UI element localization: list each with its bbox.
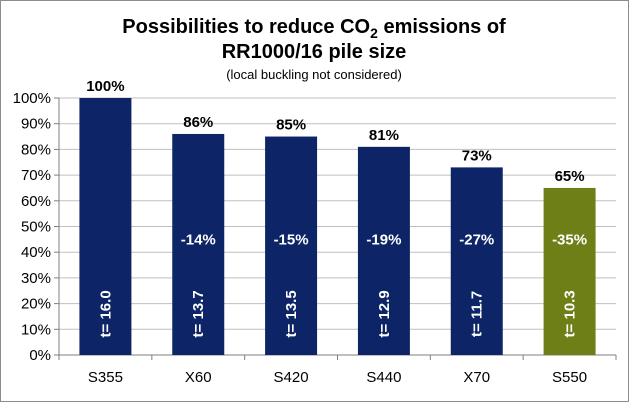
y-tick-label: 40% bbox=[21, 244, 51, 261]
thickness-label: t= 13.7 bbox=[190, 290, 207, 337]
title-prefix: Possibilities to reduce CO bbox=[122, 16, 370, 38]
value-label: 86% bbox=[183, 114, 213, 131]
y-tick-label: 0% bbox=[29, 347, 51, 364]
x-axis-categories: S355 X60 S420 S440 X70 S550 bbox=[88, 369, 587, 386]
chart-title-line2: RR1000/16 pile size bbox=[222, 41, 407, 63]
thickness-label: t= 12.9 bbox=[376, 290, 393, 337]
y-tick-label: 20% bbox=[21, 296, 51, 313]
bar-x70 bbox=[450, 167, 503, 355]
reduction-label: -19% bbox=[366, 231, 401, 248]
reduction-label: -15% bbox=[274, 231, 309, 248]
value-label: 85% bbox=[276, 117, 306, 134]
y-tick-label: 100% bbox=[13, 90, 51, 107]
y-axis-ticks: 0% 10% 20% 30% 40% 50% 60% 70% 80% 90% 100% bbox=[13, 90, 51, 364]
title-subscript: 2 bbox=[370, 25, 378, 41]
value-label: 73% bbox=[462, 147, 492, 164]
chart-subtitle: (local buckling not considered) bbox=[226, 67, 402, 82]
value-label: 81% bbox=[369, 127, 399, 144]
bar-x60 bbox=[172, 133, 225, 355]
y-tick-label: 50% bbox=[21, 219, 51, 236]
reduction-label: -35% bbox=[552, 231, 587, 248]
value-label: 100% bbox=[86, 78, 124, 95]
bar-s440 bbox=[357, 146, 410, 355]
chart-title-line1: Possibilities to reduce CO2 emissions of bbox=[122, 16, 506, 41]
bar-s550 bbox=[543, 187, 596, 355]
bar-s420 bbox=[265, 136, 318, 355]
bars bbox=[79, 98, 596, 355]
value-label: 65% bbox=[555, 168, 585, 185]
title-suffix: emissions of bbox=[378, 16, 506, 38]
reduction-label: -27% bbox=[459, 231, 494, 248]
thickness-label: t= 10.3 bbox=[562, 290, 579, 337]
thickness-label: t= 11.7 bbox=[469, 291, 486, 337]
data-labels: 100% t= 16.0 86% -14% t= 13.7 85% -15% t= 13.5 8… bbox=[86, 78, 587, 337]
y-tick-label: 70% bbox=[21, 167, 51, 184]
y-tick-label: 80% bbox=[21, 141, 51, 158]
category-label: S440 bbox=[366, 369, 401, 386]
y-tick-label: 10% bbox=[21, 321, 51, 338]
category-label: S420 bbox=[274, 369, 309, 386]
thickness-label: t= 13.5 bbox=[283, 290, 300, 337]
bar-s355 bbox=[79, 98, 132, 355]
y-tick-label: 30% bbox=[21, 270, 51, 287]
y-tick-label: 90% bbox=[21, 116, 51, 133]
category-label: X60 bbox=[185, 369, 212, 386]
category-label: S355 bbox=[88, 369, 123, 386]
category-label: X70 bbox=[463, 369, 490, 386]
y-tick-label: 60% bbox=[21, 193, 51, 210]
gridlines bbox=[54, 97, 617, 360]
thickness-label: t= 16.0 bbox=[97, 290, 114, 337]
category-label: S550 bbox=[552, 369, 587, 386]
reduction-label: -14% bbox=[181, 231, 216, 248]
